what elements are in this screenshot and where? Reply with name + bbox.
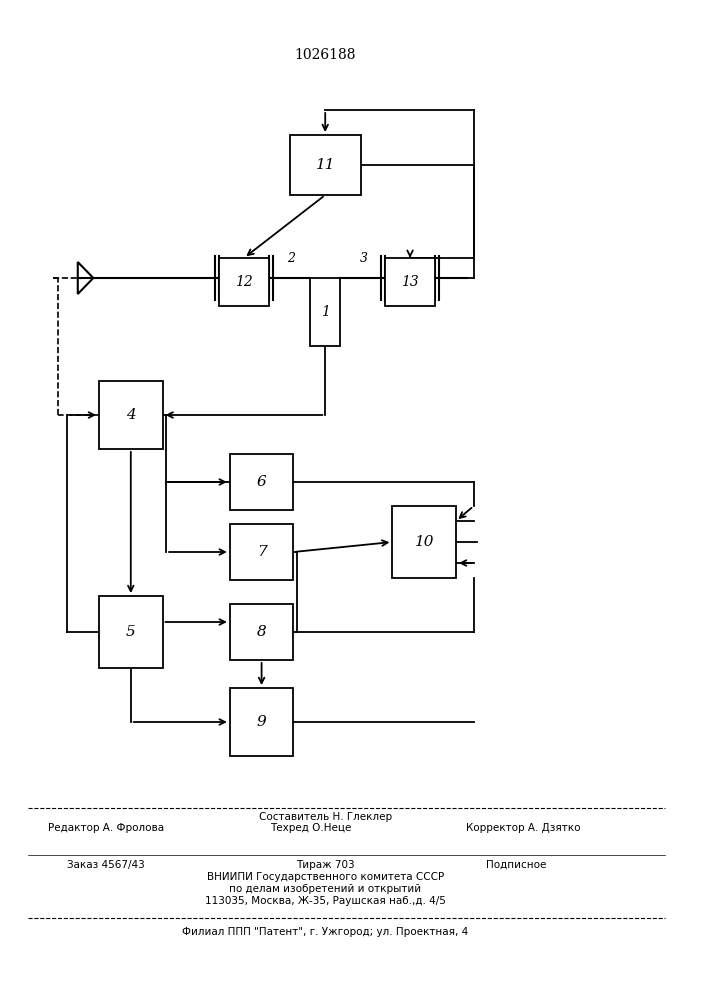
Bar xyxy=(392,506,456,578)
Text: 11: 11 xyxy=(315,158,335,172)
Text: Тираж 703: Тираж 703 xyxy=(296,860,354,870)
Text: Филиал ППП "Патент", г. Ужгород; ул. Проектная, 4: Филиал ППП "Патент", г. Ужгород; ул. Про… xyxy=(182,927,468,937)
Text: Заказ 4567/43: Заказ 4567/43 xyxy=(67,860,145,870)
Text: 3: 3 xyxy=(359,252,368,265)
Text: 1: 1 xyxy=(321,305,329,319)
Bar xyxy=(290,135,361,195)
Text: 8: 8 xyxy=(257,625,267,639)
Text: по делам изобретений и открытий: по делам изобретений и открытий xyxy=(229,884,421,894)
Bar xyxy=(385,258,435,306)
Text: Подписное: Подписное xyxy=(486,860,547,870)
Text: 2: 2 xyxy=(286,252,295,265)
Text: Техред О.Неце: Техред О.Неце xyxy=(270,823,352,833)
Text: 9: 9 xyxy=(257,715,267,729)
Text: 6: 6 xyxy=(257,475,267,489)
Bar xyxy=(230,604,293,660)
Bar xyxy=(230,454,293,510)
Text: 12: 12 xyxy=(235,275,253,289)
Text: Составитель Н. Глеклер: Составитель Н. Глеклер xyxy=(259,812,392,822)
Bar xyxy=(99,596,163,668)
Text: 5: 5 xyxy=(126,625,136,639)
Text: 1026188: 1026188 xyxy=(295,48,356,62)
Text: 10: 10 xyxy=(414,535,434,549)
Text: Редактор А. Фролова: Редактор А. Фролова xyxy=(48,823,164,833)
Text: 113035, Москва, Ж-35, Раушская наб.,д. 4/5: 113035, Москва, Ж-35, Раушская наб.,д. 4… xyxy=(205,896,445,906)
Bar xyxy=(219,258,269,306)
Bar xyxy=(310,278,340,346)
Text: ВНИИПИ Государственного комитета СССР: ВНИИПИ Государственного комитета СССР xyxy=(206,872,444,882)
Text: Корректор А. Дзятко: Корректор А. Дзятко xyxy=(466,823,580,833)
Text: 13: 13 xyxy=(401,275,419,289)
Bar xyxy=(230,524,293,580)
Text: 7: 7 xyxy=(257,545,267,559)
Bar xyxy=(230,688,293,756)
Bar xyxy=(99,381,163,449)
Text: 4: 4 xyxy=(126,408,136,422)
